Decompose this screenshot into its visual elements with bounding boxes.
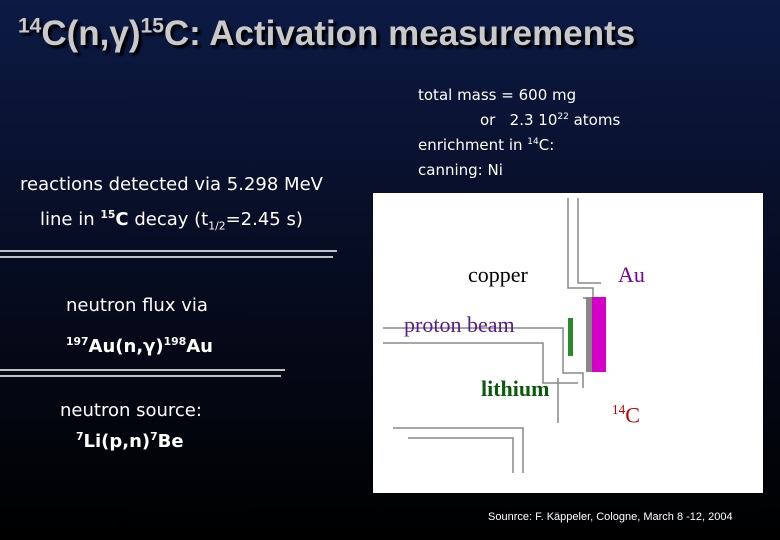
detection: reactions detected via 5.298 MeV [20, 174, 323, 195]
line-text: line in 15C decay (t1/2=2.45 s) [40, 208, 303, 233]
source-reaction: 7Li(p,n)7Be [76, 430, 184, 452]
source: neutron source: [60, 400, 202, 421]
canning: canning: Ni [418, 161, 503, 179]
mass: total mass = 600 mg [418, 86, 577, 104]
atoms: or 2.3 1022 atoms [480, 111, 621, 129]
enrichment: enrichment in 14C: [418, 136, 555, 154]
flux: neutron flux via [66, 295, 208, 316]
flux-reaction: 197Au(n,γ)198Au [66, 335, 213, 357]
beam-label: proton beam [404, 312, 515, 337]
credit: Sounrce: F. Käppeler, Cologne, March 8 -… [488, 511, 733, 523]
product-label: 14C [612, 402, 640, 428]
title: 14C(n,γ)15C: Activation measurements [18, 14, 636, 53]
copper-label: copper [468, 262, 528, 287]
setup-diagram [373, 193, 763, 493]
lithium-label: lithium [481, 376, 550, 401]
au-label: Au [618, 262, 645, 287]
